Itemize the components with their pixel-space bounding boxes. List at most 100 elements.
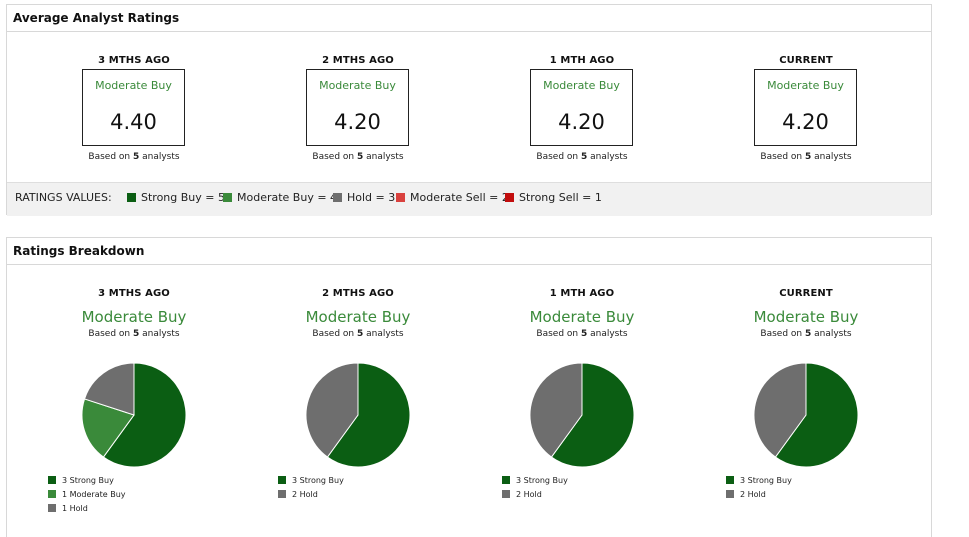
legend-swatch <box>48 504 56 512</box>
legend-label: 2 Hold <box>740 490 766 499</box>
pie-slice-moderate-buy[interactable] <box>81 398 135 458</box>
column-label: 3 MTHS AGO <box>98 288 170 299</box>
legend-swatch <box>278 490 286 498</box>
average-analyst-ratings-panel: Average Analyst Ratings 3 MTHS AGO Moder… <box>6 4 932 216</box>
based-suffix: analysts <box>142 329 180 339</box>
legend-item-moderate-sell: Moderate Sell = 2 <box>396 191 509 204</box>
legend-label: Strong Buy = 5 <box>141 191 225 204</box>
column-label: 3 MTHS AGO <box>98 55 170 66</box>
strong-sell-swatch <box>505 193 514 202</box>
based-suffix: analysts <box>814 152 852 162</box>
legend-label: 3 Strong Buy <box>292 476 344 485</box>
column-label: 1 MTH AGO <box>549 288 615 299</box>
based-suffix: analysts <box>366 329 404 339</box>
breakdown-column-2-months-ago: 2 MTHS AGO Moderate Buy Based on 5 analy… <box>258 288 458 528</box>
pie-legend-item: 3 Strong Buy <box>726 476 792 490</box>
consensus-rating: Moderate Buy <box>81 308 187 326</box>
legend-item-strong-sell: Strong Sell = 1 <box>505 191 602 204</box>
column-label: CURRENT <box>779 288 833 299</box>
based-on-text: Based on 5 analysts <box>482 152 682 162</box>
based-on-text: Based on 5 analysts <box>258 152 458 162</box>
pie-legend: 3 Strong Buy 2 Hold <box>726 476 792 504</box>
consensus-rating: Moderate Buy <box>529 308 635 326</box>
rating-box: Moderate Buy 4.20 <box>306 69 409 146</box>
based-prefix: Based on <box>536 329 579 339</box>
pie-slice-hold[interactable] <box>305 362 359 458</box>
pie-legend-item: 2 Hold <box>278 490 344 504</box>
based-suffix: analysts <box>590 329 628 339</box>
legend-label: Moderate Sell = 2 <box>410 191 509 204</box>
based-prefix: Based on <box>760 152 803 162</box>
ratings-breakdown-panel: Ratings Breakdown 3 MTHS AGO Moderate Bu… <box>6 237 932 537</box>
panel-title: Average Analyst Ratings <box>7 5 931 32</box>
based-on-text: Based on 5 analysts <box>482 329 682 339</box>
rating-score: 4.20 <box>334 110 381 134</box>
pie-legend-item: 3 Strong Buy <box>502 476 568 490</box>
breakdown-column-1-month-ago: 1 MTH AGO Moderate Buy Based on 5 analys… <box>482 288 682 528</box>
legend-swatch <box>278 476 286 484</box>
legend-label: 2 Hold <box>516 490 542 499</box>
legend-swatch <box>502 476 510 484</box>
based-suffix: analysts <box>142 152 180 162</box>
consensus-rating: Moderate Buy <box>753 308 859 326</box>
based-on-text: Based on 5 analysts <box>34 152 234 162</box>
based-on-text: Based on 5 analysts <box>34 329 234 339</box>
analyst-count: 5 <box>804 329 812 339</box>
based-on-text: Based on 5 analysts <box>258 329 458 339</box>
pie-slice-strong-buy[interactable] <box>326 362 411 468</box>
legend-label: 3 Strong Buy <box>516 476 568 485</box>
legend-label: Hold = 3 <box>347 191 396 204</box>
pie-slice-strong-buy[interactable] <box>550 362 635 468</box>
rating-box: Moderate Buy 4.40 <box>82 69 185 146</box>
legend-title: RATINGS VALUES: <box>15 191 112 204</box>
legend-label: Moderate Buy = 4 <box>237 191 338 204</box>
legend-swatch <box>48 490 56 498</box>
rating-box: Moderate Buy 4.20 <box>754 69 857 146</box>
rating-name: Moderate Buy <box>319 79 396 92</box>
based-on-text: Based on 5 analysts <box>706 329 906 339</box>
based-suffix: analysts <box>366 152 404 162</box>
pie-slice-strong-buy[interactable] <box>774 362 859 468</box>
ratings-pie-chart <box>305 362 411 468</box>
legend-item-hold: Hold = 3 <box>333 191 395 204</box>
based-prefix: Based on <box>312 329 355 339</box>
pie-slice-hold[interactable] <box>83 362 135 416</box>
rating-name: Moderate Buy <box>543 79 620 92</box>
based-prefix: Based on <box>536 152 579 162</box>
moderate-buy-swatch <box>223 193 232 202</box>
pie-slice-hold[interactable] <box>529 362 583 458</box>
pie-slice-strong-buy[interactable] <box>102 362 187 468</box>
rating-name: Moderate Buy <box>767 79 844 92</box>
rating-score: 4.20 <box>782 110 829 134</box>
legend-label: 3 Strong Buy <box>740 476 792 485</box>
legend-swatch <box>726 490 734 498</box>
based-prefix: Based on <box>312 152 355 162</box>
pie-legend-item: 3 Strong Buy <box>278 476 344 490</box>
legend-label: 3 Strong Buy <box>62 476 114 485</box>
rating-score: 4.20 <box>558 110 605 134</box>
pie-slice-hold[interactable] <box>753 362 807 458</box>
pie-legend-item: 1 Hold <box>48 504 126 518</box>
analyst-count: 5 <box>356 152 364 162</box>
column-label: 2 MTHS AGO <box>322 55 394 66</box>
ratings-pie-chart <box>529 362 635 468</box>
avg-column-3-months-ago: 3 MTHS AGO Moderate Buy 4.40 Based on 5 … <box>34 55 234 175</box>
pie-legend: 3 Strong Buy 1 Moderate Buy 1 Hold <box>48 476 126 518</box>
based-suffix: analysts <box>814 329 852 339</box>
rating-score: 4.40 <box>110 110 157 134</box>
based-suffix: analysts <box>590 152 628 162</box>
pie-legend-item: 1 Moderate Buy <box>48 490 126 504</box>
legend-swatch <box>48 476 56 484</box>
ratings-pie-chart <box>753 362 859 468</box>
analyst-count: 5 <box>580 329 588 339</box>
avg-column-current: CURRENT Moderate Buy 4.20 Based on 5 ana… <box>706 55 906 175</box>
legend-swatch <box>502 490 510 498</box>
pie-legend: 3 Strong Buy 2 Hold <box>278 476 344 504</box>
column-label: 2 MTHS AGO <box>322 288 394 299</box>
rating-name: Moderate Buy <box>95 79 172 92</box>
ratings-pie-chart <box>81 362 187 468</box>
breakdown-column-current: CURRENT Moderate Buy Based on 5 analysts… <box>706 288 906 528</box>
analyst-count: 5 <box>356 329 364 339</box>
breakdown-column-3-months-ago: 3 MTHS AGO Moderate Buy Based on 5 analy… <box>34 288 234 528</box>
legend-item-moderate-buy: Moderate Buy = 4 <box>223 191 337 204</box>
